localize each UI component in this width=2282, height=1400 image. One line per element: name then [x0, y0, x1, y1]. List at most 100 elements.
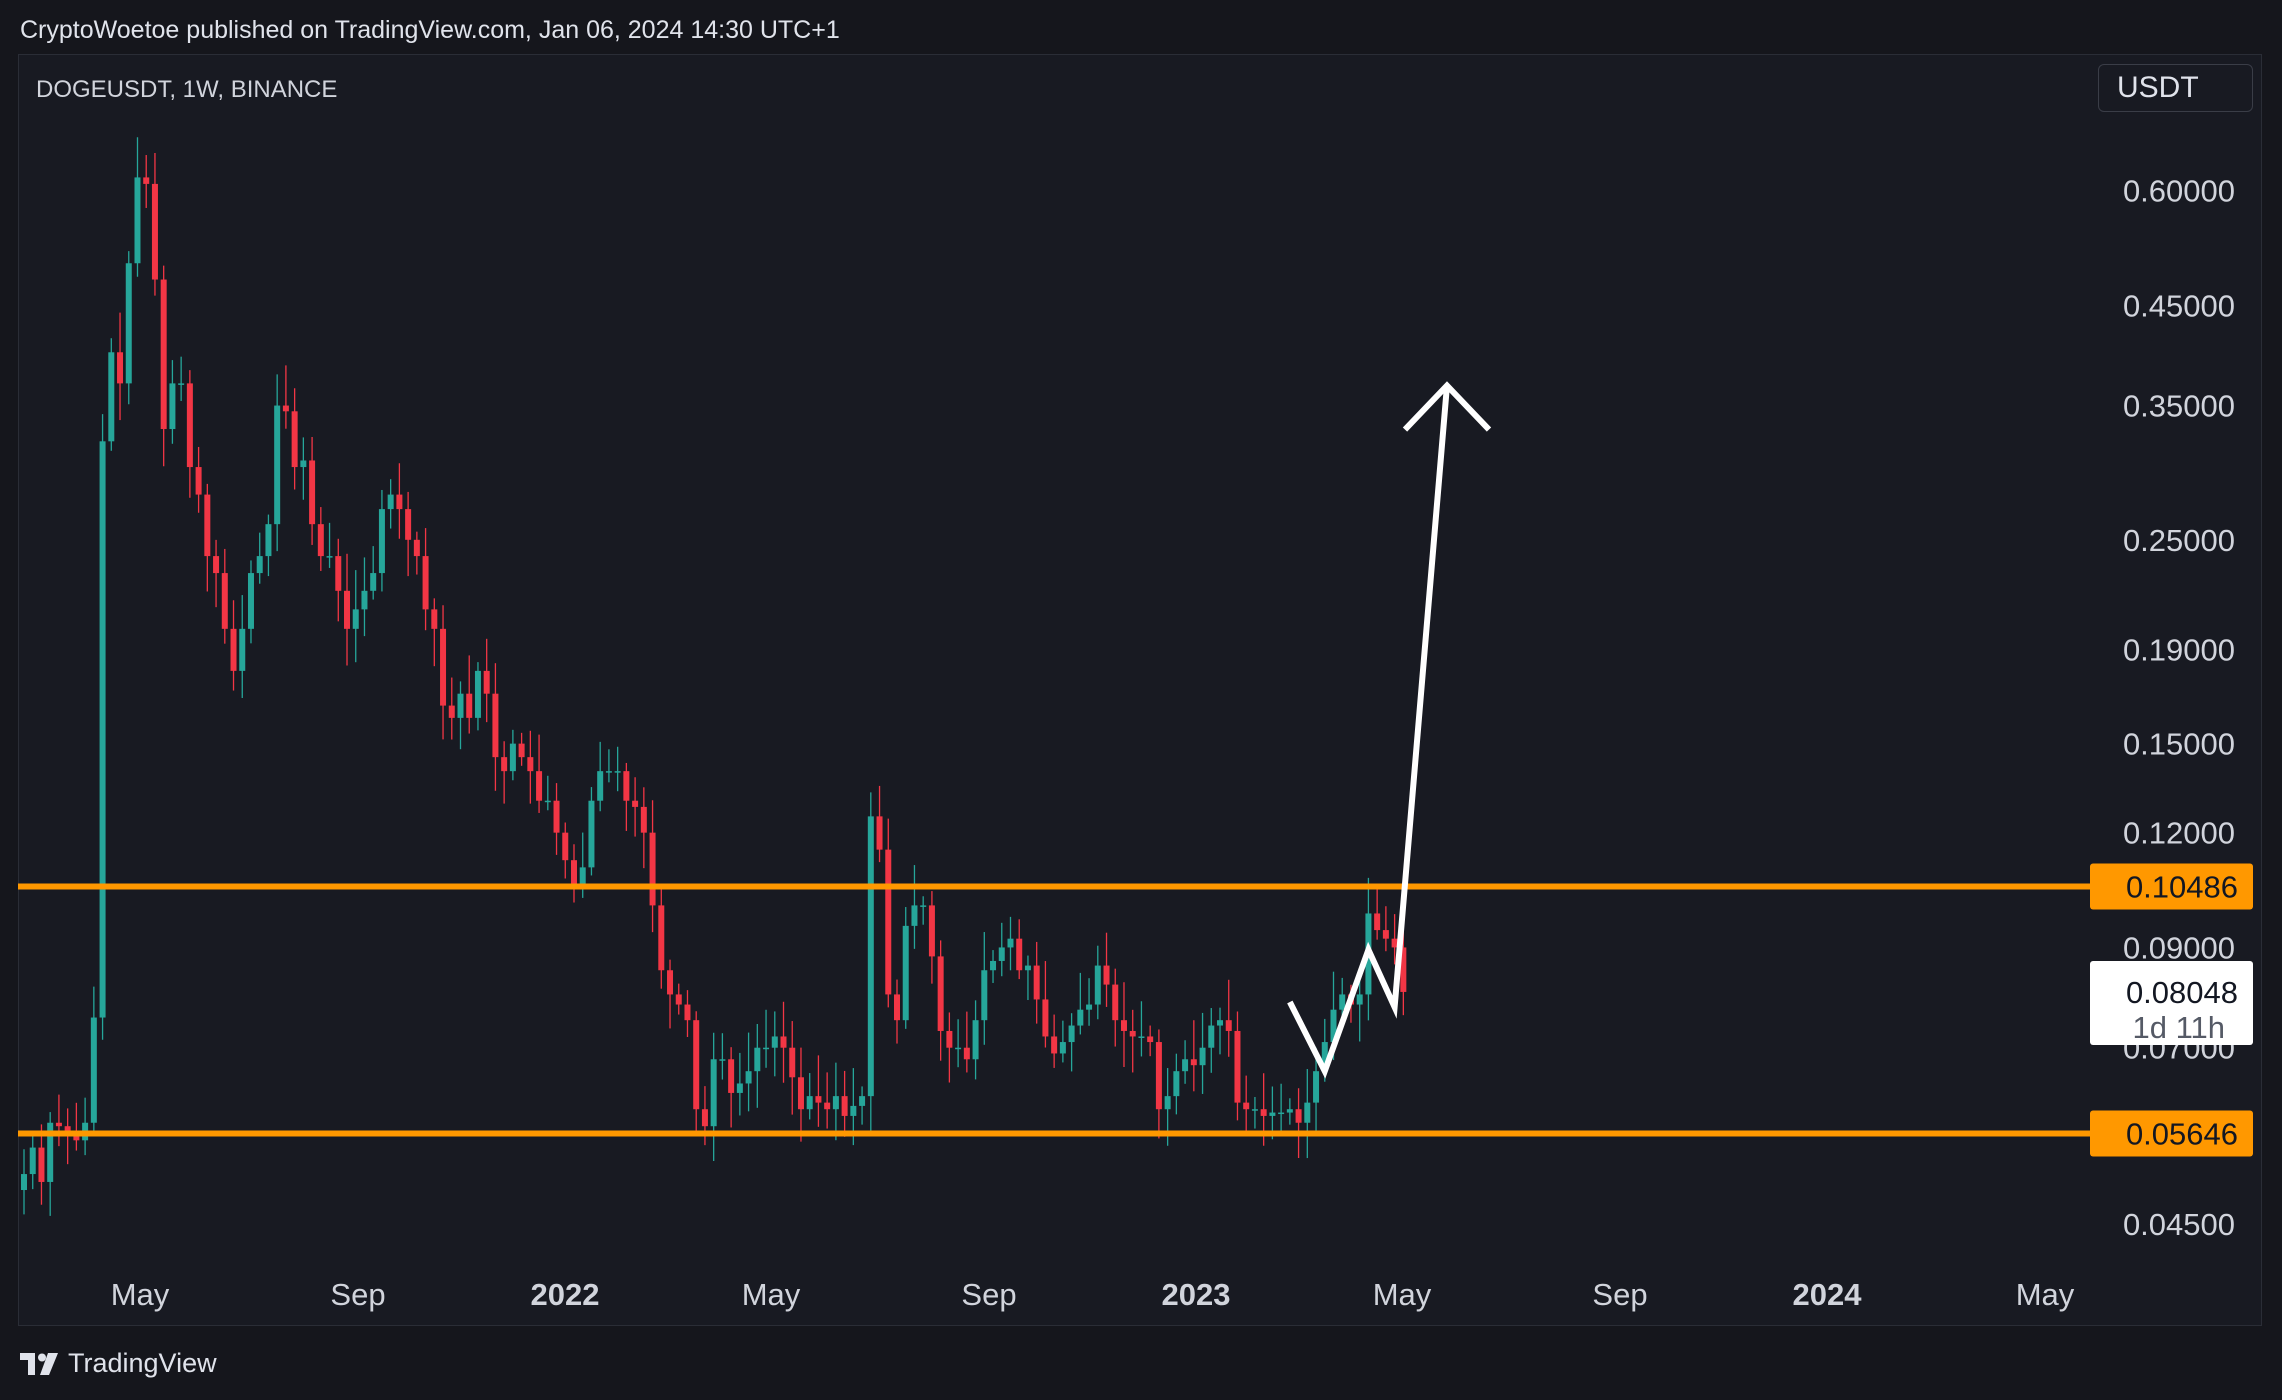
candle[interactable]	[448, 677, 455, 740]
candle[interactable]	[1007, 916, 1014, 971]
candle[interactable]	[536, 734, 543, 813]
candle[interactable]	[143, 155, 150, 208]
candle[interactable]	[1094, 945, 1101, 1020]
candle[interactable]	[1234, 1011, 1241, 1121]
candle[interactable]	[1251, 1096, 1258, 1129]
candle[interactable]	[894, 979, 900, 1044]
candle[interactable]	[501, 741, 508, 804]
candle[interactable]	[562, 822, 569, 879]
candle[interactable]	[1051, 1014, 1058, 1068]
candle[interactable]	[998, 922, 1005, 977]
candle[interactable]	[317, 507, 324, 571]
candle[interactable]	[21, 1149, 27, 1215]
candle[interactable]	[38, 1124, 45, 1205]
candle[interactable]	[1024, 955, 1031, 1001]
candle[interactable]	[1147, 1025, 1154, 1057]
candle[interactable]	[675, 983, 682, 1015]
candle[interactable]	[832, 1062, 839, 1141]
candle[interactable]	[1173, 1053, 1180, 1115]
candle[interactable]	[885, 818, 892, 1008]
candle[interactable]	[1059, 1020, 1066, 1063]
candle[interactable]	[291, 388, 298, 490]
candle[interactable]	[1103, 932, 1110, 1007]
candle[interactable]	[256, 532, 263, 584]
currency-selector[interactable]: USDT	[2098, 64, 2253, 112]
candle[interactable]	[1199, 1012, 1206, 1094]
candle[interactable]	[1120, 982, 1127, 1068]
candle[interactable]	[780, 1001, 787, 1083]
candle[interactable]	[963, 1011, 970, 1073]
candle[interactable]	[431, 598, 438, 667]
candle[interactable]	[1278, 1083, 1285, 1132]
candle[interactable]	[1356, 974, 1363, 1042]
candle[interactable]	[1077, 972, 1084, 1035]
candle[interactable]	[282, 365, 289, 429]
candle[interactable]	[344, 553, 351, 666]
candle[interactable]	[719, 1033, 726, 1080]
candle[interactable]	[186, 370, 193, 498]
candle[interactable]	[789, 1021, 796, 1115]
candle[interactable]	[99, 414, 106, 1040]
candle[interactable]	[326, 522, 333, 568]
candle[interactable]	[1382, 906, 1389, 952]
candle[interactable]	[169, 360, 176, 444]
candle[interactable]	[544, 775, 551, 811]
candle[interactable]	[928, 891, 935, 984]
candle[interactable]	[396, 463, 403, 539]
candle[interactable]	[1016, 919, 1023, 980]
candle[interactable]	[90, 986, 97, 1136]
candle[interactable]	[370, 546, 377, 600]
candle[interactable]	[745, 1032, 752, 1112]
candle[interactable]	[221, 548, 228, 644]
candle[interactable]	[728, 1047, 735, 1128]
candle[interactable]	[1129, 1009, 1136, 1073]
candle[interactable]	[151, 153, 158, 296]
candle[interactable]	[763, 1009, 770, 1068]
candle[interactable]	[1374, 886, 1381, 940]
candle[interactable]	[527, 730, 534, 804]
candle[interactable]	[413, 531, 420, 575]
candle[interactable]	[55, 1094, 62, 1147]
candle[interactable]	[553, 783, 560, 855]
candle[interactable]	[440, 605, 447, 740]
candle[interactable]	[649, 800, 656, 933]
candle[interactable]	[955, 1019, 962, 1068]
candle[interactable]	[859, 1086, 866, 1125]
candle[interactable]	[274, 374, 281, 552]
candle[interactable]	[632, 777, 639, 837]
candle[interactable]	[1391, 914, 1398, 965]
candle[interactable]	[352, 570, 359, 663]
candle[interactable]	[1042, 961, 1049, 1048]
candle[interactable]	[981, 932, 988, 1045]
candle[interactable]	[605, 749, 612, 783]
candle[interactable]	[239, 595, 246, 698]
candle[interactable]	[125, 251, 132, 405]
candle[interactable]	[876, 785, 883, 863]
candle[interactable]	[1295, 1088, 1302, 1158]
candle[interactable]	[1155, 1029, 1162, 1139]
candle[interactable]	[920, 896, 927, 925]
candle[interactable]	[693, 1011, 700, 1135]
candle[interactable]	[492, 663, 499, 791]
candle[interactable]	[1112, 968, 1119, 1047]
candle[interactable]	[623, 762, 630, 831]
candle[interactable]	[972, 1000, 979, 1080]
candle[interactable]	[73, 1102, 80, 1151]
candle[interactable]	[815, 1055, 822, 1127]
candle[interactable]	[509, 729, 516, 781]
candle[interactable]	[213, 539, 220, 608]
candle[interactable]	[422, 528, 429, 631]
projection-path[interactable]	[1287, 385, 1450, 1079]
candle[interactable]	[466, 655, 473, 734]
candle[interactable]	[230, 600, 237, 691]
candle[interactable]	[405, 491, 412, 577]
tradingview-brand[interactable]: TradingView	[20, 1348, 217, 1379]
candle[interactable]	[335, 538, 342, 622]
price-axis[interactable]: 0.60000 0.45000 0.35000 0.25000 0.19000 0.150…	[2090, 174, 2253, 1243]
candle[interactable]	[658, 888, 665, 989]
candle[interactable]	[614, 746, 621, 792]
candle[interactable]	[178, 356, 185, 401]
candle[interactable]	[902, 907, 909, 1029]
candle[interactable]	[990, 950, 997, 983]
